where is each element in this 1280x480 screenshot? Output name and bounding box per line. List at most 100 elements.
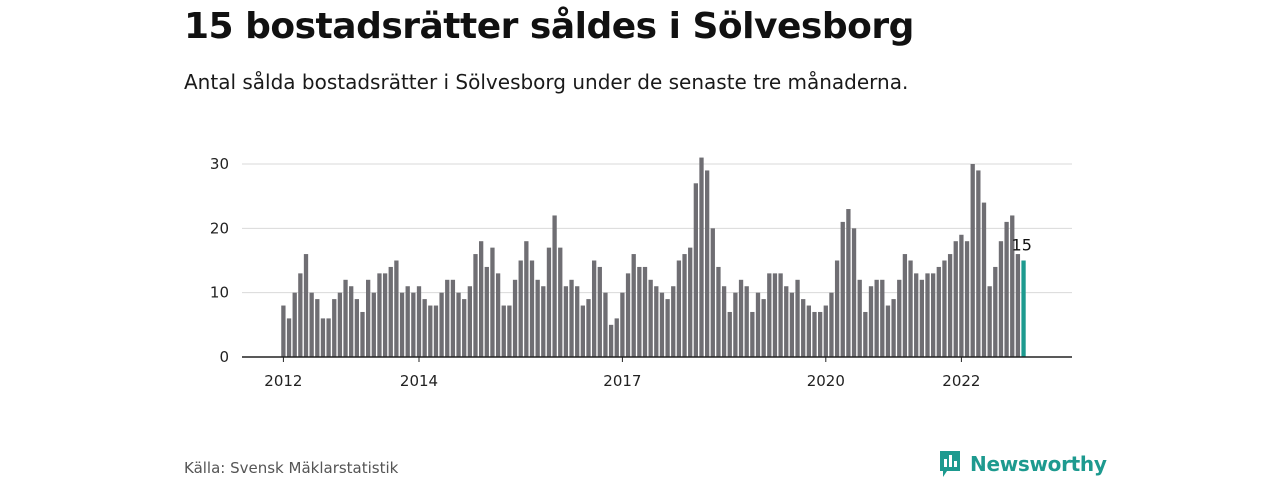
bar (829, 292, 834, 357)
bar (744, 286, 749, 357)
bar (603, 292, 608, 357)
bar (354, 299, 359, 357)
bar (688, 247, 693, 357)
bar (608, 324, 614, 357)
bar (411, 292, 416, 357)
x-tick-label: 2014 (400, 372, 438, 390)
bar (874, 279, 879, 357)
bar (546, 247, 552, 357)
bar (512, 279, 518, 357)
bar (947, 254, 953, 357)
bar (795, 279, 800, 357)
bar (919, 279, 924, 357)
source-note: Källa: Svensk Mäklarstatistik (184, 459, 399, 477)
bar (738, 279, 744, 357)
bar (631, 254, 636, 357)
bar (778, 273, 783, 357)
bar (292, 292, 297, 357)
x-tick-label: 2012 (264, 372, 302, 390)
bar (473, 254, 478, 357)
bar (343, 279, 348, 357)
bar (812, 311, 817, 357)
x-tick-label: 2017 (603, 372, 641, 390)
bar (490, 247, 495, 357)
bar (625, 273, 631, 357)
bar (993, 266, 998, 357)
bar (529, 260, 535, 357)
bar (315, 299, 320, 357)
bar (580, 305, 585, 357)
bar (648, 279, 653, 357)
bar (303, 254, 309, 357)
bar (914, 273, 919, 357)
y-tick-label: 30 (210, 155, 229, 173)
bar (371, 292, 376, 357)
bar (337, 292, 343, 357)
bar (428, 305, 433, 357)
bar (332, 299, 337, 357)
bar (439, 292, 444, 357)
bar (507, 305, 512, 357)
bar (445, 279, 450, 357)
bar (569, 279, 574, 357)
bar (501, 305, 506, 357)
bar (281, 305, 286, 357)
bar (801, 299, 806, 357)
bar (298, 273, 303, 357)
bar (693, 183, 698, 357)
bar (908, 260, 913, 357)
bar (433, 305, 439, 357)
bar (1004, 221, 1009, 357)
x-axis-labels: 2012 2014 2017 2020 2022 (264, 372, 980, 390)
bar (1015, 254, 1021, 357)
bar (897, 279, 902, 357)
bar (733, 292, 738, 357)
bar (665, 299, 670, 357)
bar (727, 311, 732, 357)
bar (987, 286, 992, 357)
newsworthy-logo-icon (940, 451, 960, 477)
bar (422, 299, 427, 357)
bar (784, 286, 789, 357)
y-tick-label: 10 (210, 284, 229, 302)
bar (495, 273, 501, 357)
bar (851, 228, 857, 357)
bar (931, 273, 936, 357)
bar (654, 286, 659, 357)
bar (1010, 215, 1015, 357)
bar (637, 266, 642, 357)
x-axis (242, 356, 1072, 362)
bar (942, 260, 947, 357)
bar (750, 311, 755, 357)
bar (597, 266, 602, 357)
bar (614, 318, 619, 357)
y-tick-label: 0 (219, 348, 229, 366)
bar (959, 234, 964, 357)
brand-logo: Newsworthy (938, 449, 1107, 479)
y-axis-labels: 0 10 20 30 (210, 155, 229, 366)
bar (377, 273, 382, 357)
bar (953, 241, 958, 357)
latest-value-label: 15 (1012, 236, 1032, 255)
chart-title: 15 bostadsrätter såldes i Sölvesborg (184, 6, 914, 47)
bar (863, 311, 868, 357)
annotations: 15 (1012, 236, 1032, 255)
bar (789, 292, 795, 357)
bar (320, 318, 326, 357)
bar (484, 266, 489, 357)
bar (541, 286, 546, 357)
bar (834, 260, 840, 357)
gridlines (242, 163, 1072, 294)
bar (382, 273, 388, 357)
x-tick-label: 2020 (807, 372, 845, 390)
bar (772, 273, 778, 357)
bar (936, 266, 941, 357)
bar (326, 318, 331, 357)
bar (868, 286, 874, 357)
bar (479, 241, 484, 357)
bar (840, 221, 845, 357)
bar (388, 266, 393, 357)
bar (524, 241, 529, 357)
bar (518, 260, 523, 357)
bar (891, 299, 896, 357)
